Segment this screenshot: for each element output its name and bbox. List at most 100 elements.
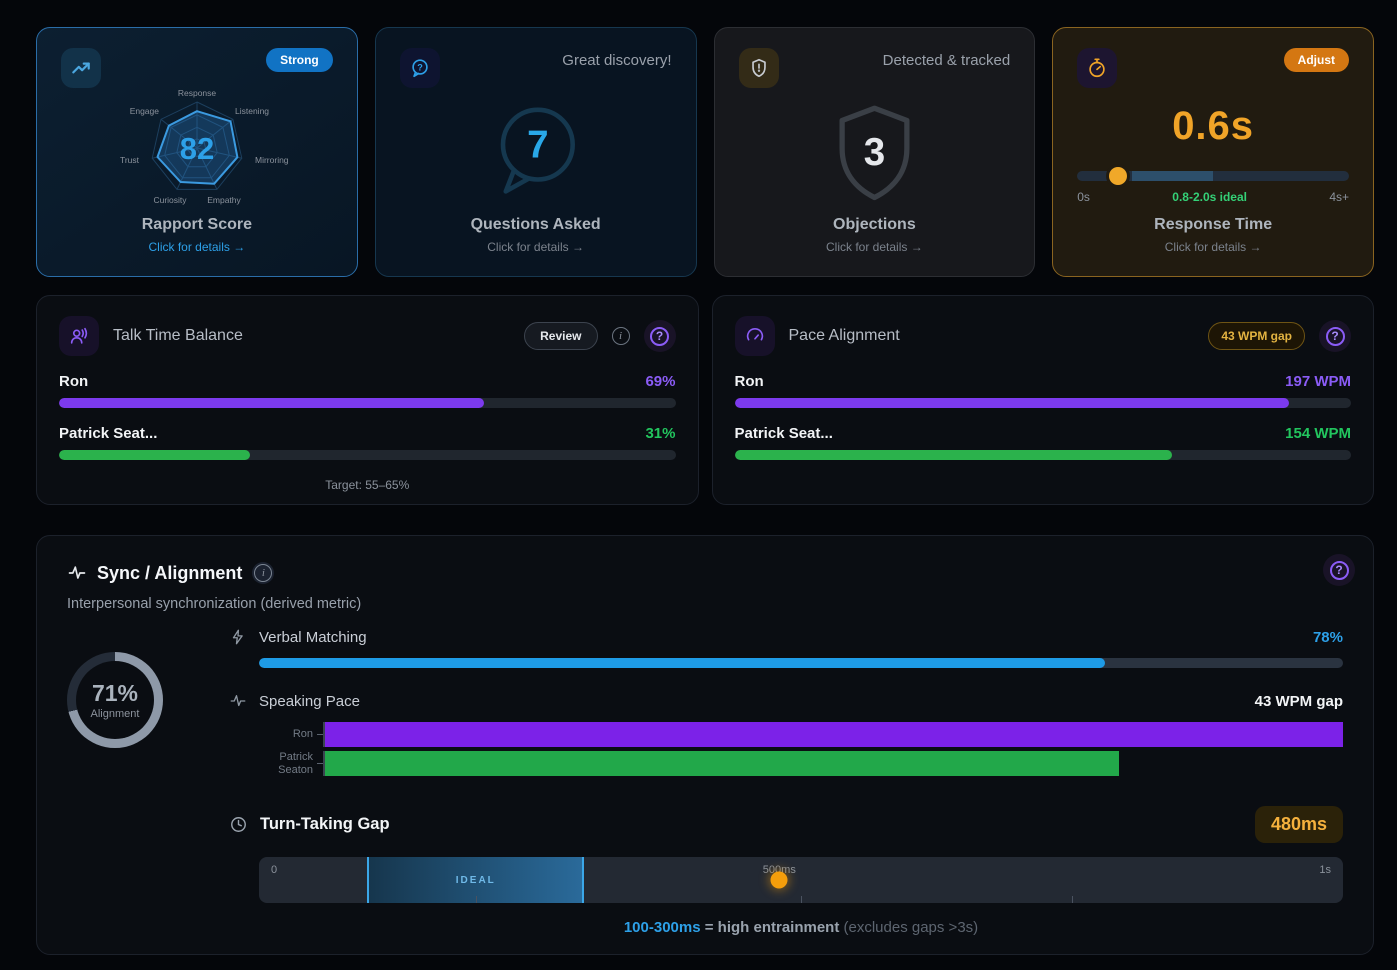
pace-bar-patrick <box>734 450 1351 460</box>
turn-taking-scale: IDEAL 0 500ms 1s <box>259 857 1343 904</box>
questions-card-footer: Questions Asked Click for details → <box>400 216 672 256</box>
pace-row-patrick: Patrick Seat... 154 WPM <box>735 425 1352 442</box>
pulse-icon <box>229 692 247 710</box>
rapport-score-value: 82 <box>180 131 214 166</box>
questions-asked-card[interactable]: ? Great discovery! 7 Questions Asked Cli… <box>374 27 697 277</box>
verbal-matching-header: Verbal Matching 78% <box>229 628 1343 646</box>
shield-alert-icon <box>738 48 779 88</box>
bar-fill <box>59 398 485 408</box>
help-icon[interactable]: ? <box>1323 554 1355 586</box>
info-icon[interactable]: i <box>252 562 275 584</box>
questions-card-header: ? Great discovery! <box>399 48 672 88</box>
ideal-zone-label: IDEAL <box>455 874 496 886</box>
objections-details-link[interactable]: Click for details → <box>826 240 923 254</box>
help-icon[interactable]: ? <box>643 320 676 352</box>
questions-bubble-graphic: 7 <box>400 88 672 216</box>
metric-card-row: Strong Response <box>36 27 1374 277</box>
adjust-button[interactable]: Adjust <box>1283 48 1349 72</box>
objections-note: Detected & tracked <box>882 52 1011 69</box>
speaking-pace-title: Speaking Pace <box>259 692 360 710</box>
question-mark-glyph: ? <box>1325 326 1345 346</box>
axis-line <box>323 751 325 777</box>
turn-taking-header: Turn-Taking Gap 480ms <box>229 806 1343 844</box>
pace-header: Pace Alignment 43 WPM gap ? <box>734 316 1351 356</box>
clock-icon <box>229 815 248 834</box>
objections-card-title: Objections <box>833 216 916 233</box>
rapport-card-header: Strong <box>61 48 333 88</box>
questions-card-title: Questions Asked <box>470 216 601 233</box>
speaker-name: Ron <box>59 373 89 390</box>
pace-bar-ron <box>325 722 1343 747</box>
radar-axis-label: Engage <box>130 106 160 116</box>
turn-taking-value-badge: 480ms <box>1254 806 1343 844</box>
speakers-icon <box>59 316 99 356</box>
pace-bar-ron <box>734 398 1351 408</box>
talk-time-title: Talk Time Balance <box>113 327 243 344</box>
response-scale-min: 0s <box>1077 190 1090 204</box>
entrainment-range: 100-300ms <box>623 919 701 937</box>
bar-fill <box>259 658 1105 668</box>
objections-card-footer: Objections Click for details → <box>739 216 1011 256</box>
info-glyph: i <box>254 564 273 582</box>
alignment-gauge: 71% Alignment <box>67 652 163 748</box>
sync-header: Sync / Alignment i <box>67 562 1343 584</box>
talk-time-row-patrick: Patrick Seat... 31% <box>59 425 676 442</box>
question-mark-glyph: ? <box>1329 560 1349 580</box>
objections-card[interactable]: Detected & tracked 3 Objections Click fo… <box>713 27 1036 277</box>
radar-axis-label: Trust <box>120 155 140 165</box>
response-time-slider[interactable] <box>1077 167 1349 185</box>
scale-tick <box>1072 896 1073 904</box>
gauge-column: 71% Alignment <box>67 628 229 936</box>
pace-chart-label: Patrick Seaton <box>278 751 313 776</box>
lightning-icon <box>229 628 247 646</box>
review-button[interactable]: Review <box>524 322 598 350</box>
sync-alignment-card: ? Sync / Alignment i Interpersonal synch… <box>36 535 1374 955</box>
bar-fill <box>734 398 1290 408</box>
questions-details-link[interactable]: Click for details → <box>487 240 584 254</box>
talk-time-target: Target: 55–65% <box>325 478 410 492</box>
scale-tick <box>475 896 477 904</box>
speedometer-icon <box>734 316 775 356</box>
info-icon[interactable]: i <box>611 327 630 345</box>
response-card-footer: Response Time Click for details → <box>1077 216 1349 256</box>
response-slider-handle[interactable] <box>1109 167 1127 185</box>
response-details-link[interactable]: Click for details → <box>1164 240 1262 254</box>
axis-tick <box>317 763 323 765</box>
radar-axis-label: Listening <box>235 106 269 116</box>
response-scale: 0s 0.8-2.0s ideal 4s+ <box>1077 190 1349 204</box>
response-time-card[interactable]: Adjust 0.6s 0s 0.8-2.0s ideal 4s+ Respon… <box>1052 27 1374 277</box>
trending-up-icon <box>61 48 101 88</box>
verbal-matching-title: Verbal Matching <box>259 628 367 646</box>
radar-axis-label: Empathy <box>207 195 241 205</box>
radar-axis-label: Response <box>178 90 217 98</box>
help-icon[interactable]: ? <box>1319 320 1351 352</box>
gauge-inner: 71% Alignment <box>76 661 154 739</box>
alignment-percent: 71% <box>91 680 139 706</box>
talk-time-row-ron: Ron 69% <box>59 373 676 390</box>
talk-time-bar-ron <box>59 398 676 408</box>
sync-body: 71% Alignment Verbal Matching 78% <box>67 628 1343 936</box>
gap-marker <box>770 871 788 889</box>
ideal-zone: IDEAL <box>367 857 585 904</box>
svg-text:?: ? <box>417 62 423 72</box>
sync-title: Sync / Alignment <box>97 562 243 583</box>
objections-card-header: Detected & tracked <box>738 48 1011 88</box>
pace-chart-label: Ron <box>292 728 313 741</box>
rapport-score-card[interactable]: Strong Response <box>36 27 358 277</box>
sync-subtitle: Interpersonal synchronization (derived m… <box>67 596 362 612</box>
pulse-icon <box>67 563 87 583</box>
rapport-card-footer: Rapport Score Click for details → <box>61 216 333 256</box>
response-card-title: Response Time <box>1154 216 1273 233</box>
response-time-value: 0.6s <box>1172 104 1255 148</box>
speaking-pace-header: Speaking Pace 43 WPM gap <box>229 692 1343 710</box>
rapport-details-link[interactable]: Click for details → <box>148 240 246 254</box>
rapport-card-title: Rapport Score <box>141 216 252 233</box>
entrainment-note: 100-300ms = high entrainment (excludes g… <box>259 919 1343 936</box>
axis-tick <box>317 734 323 735</box>
chat-question-icon: ? <box>399 48 440 88</box>
speaker-value: 69% <box>645 373 676 390</box>
scale-label-500ms: 500ms <box>762 864 796 877</box>
objections-shield-graphic: 3 <box>739 88 1011 216</box>
sync-sections: Verbal Matching 78% Speaking Pace 43 WPM… <box>229 628 1343 936</box>
